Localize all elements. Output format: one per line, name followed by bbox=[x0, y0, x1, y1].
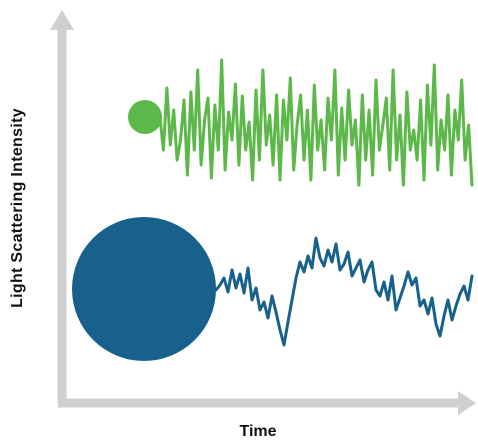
x-axis-label: Time bbox=[239, 423, 277, 440]
small-particle-dot bbox=[128, 100, 162, 134]
large-particle-intensity-trace bbox=[214, 236, 474, 347]
y-axis-label: Light Scattering Intensity bbox=[9, 108, 26, 308]
large-particle-circle bbox=[72, 217, 216, 361]
y-axis-arrowhead bbox=[50, 10, 74, 30]
small-particle-intensity-trace bbox=[158, 58, 474, 187]
x-axis-arrowhead bbox=[458, 391, 476, 415]
